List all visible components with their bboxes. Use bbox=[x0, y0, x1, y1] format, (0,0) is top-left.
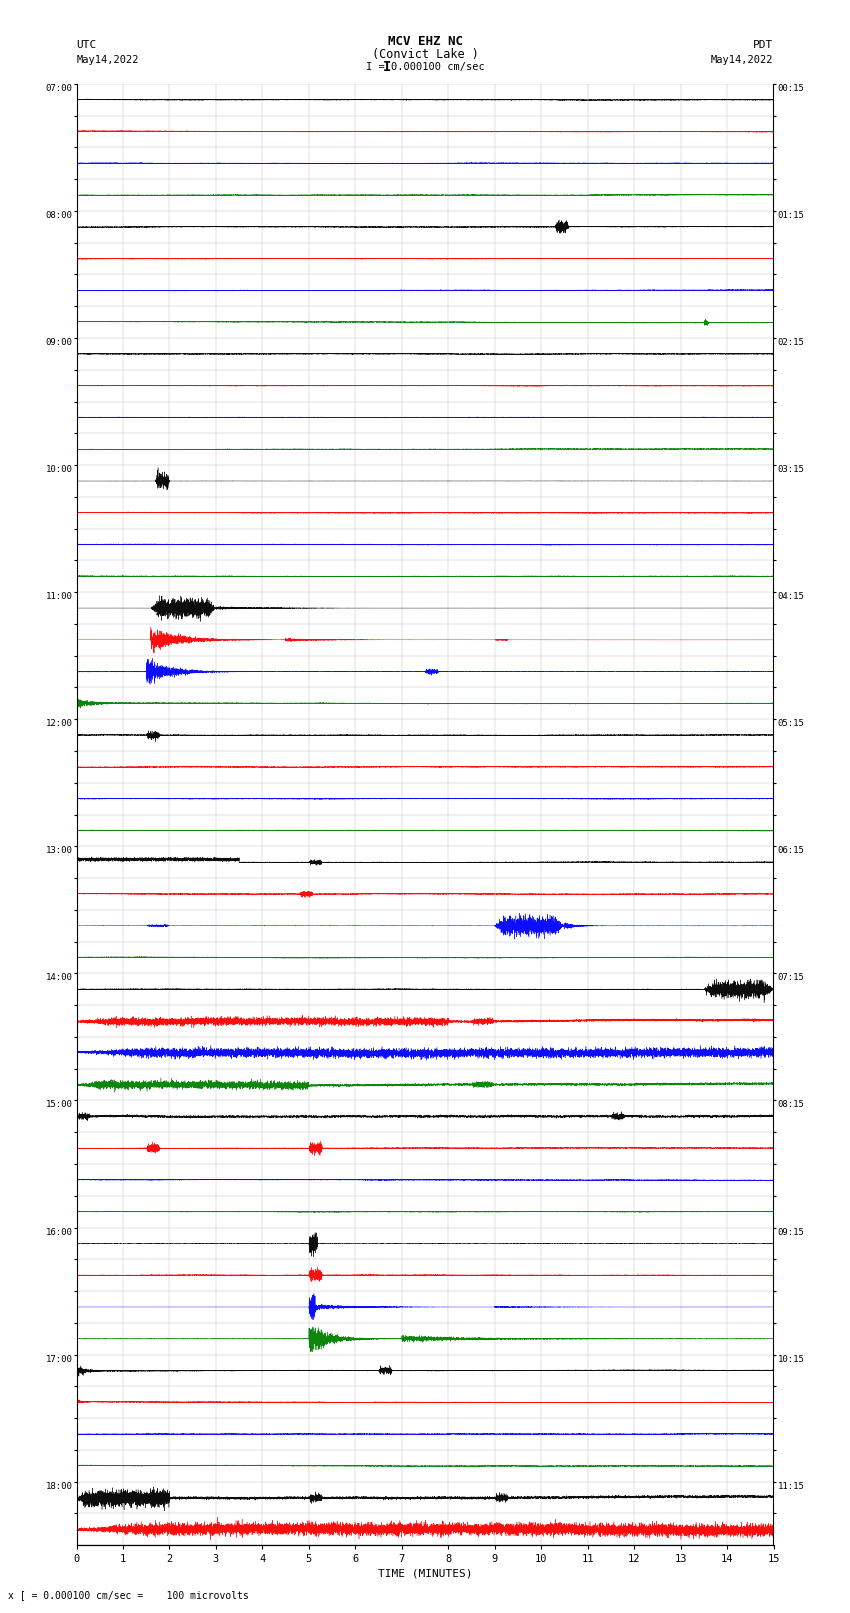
Text: I = 0.000100 cm/sec: I = 0.000100 cm/sec bbox=[366, 61, 484, 73]
Text: PDT: PDT bbox=[753, 40, 774, 50]
Text: UTC: UTC bbox=[76, 40, 97, 50]
X-axis label: TIME (MINUTES): TIME (MINUTES) bbox=[377, 1568, 473, 1579]
Text: x [ = 0.000100 cm/sec =    100 microvolts: x [ = 0.000100 cm/sec = 100 microvolts bbox=[8, 1590, 249, 1600]
Text: May14,2022: May14,2022 bbox=[76, 55, 139, 65]
Text: (Convict Lake ): (Convict Lake ) bbox=[371, 47, 479, 61]
Text: MCV EHZ NC: MCV EHZ NC bbox=[388, 34, 462, 48]
Text: I: I bbox=[382, 60, 391, 74]
Text: May14,2022: May14,2022 bbox=[711, 55, 774, 65]
